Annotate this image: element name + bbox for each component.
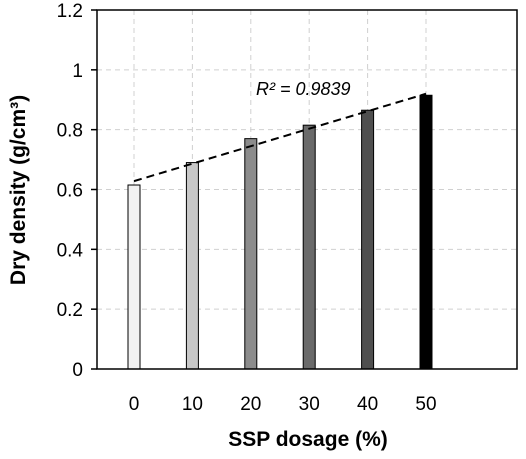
y-tick-label: 0.2 bbox=[57, 300, 83, 321]
y-tick-label: 0 bbox=[72, 360, 83, 381]
y-tick-label: 1.2 bbox=[57, 1, 83, 22]
y-axis-ticks: 0 0.2 0.4 0.6 0.8 1 1.2 bbox=[57, 1, 97, 381]
bar-20 bbox=[244, 138, 258, 370]
trendline bbox=[133, 92, 427, 183]
y-tick-label: 0.6 bbox=[57, 181, 83, 202]
x-tick-label: 30 bbox=[299, 394, 320, 415]
x-tick-label: 20 bbox=[240, 394, 261, 415]
x-tick-label: 10 bbox=[182, 394, 203, 415]
y-tick-label: 1 bbox=[72, 61, 83, 82]
x-tick-label: 0 bbox=[129, 394, 140, 415]
y-tick-label: 0.4 bbox=[57, 240, 84, 261]
x-tick-label: 40 bbox=[357, 394, 378, 415]
bar-10 bbox=[185, 162, 199, 370]
x-axis-ticks: 0 10 20 30 40 50 bbox=[129, 394, 437, 415]
r-squared-annotation: R² = 0.9839 bbox=[256, 79, 351, 99]
x-axis-title: SSP dosage (%) bbox=[228, 428, 388, 451]
x-tick-label: 50 bbox=[415, 394, 436, 415]
y-axis-title: Dry density (g/cm³) bbox=[7, 95, 30, 285]
y-tick-label: 0.8 bbox=[57, 121, 83, 142]
bar-0 bbox=[127, 184, 141, 370]
bar-30 bbox=[302, 124, 316, 370]
bars bbox=[127, 94, 433, 370]
bar-50 bbox=[419, 94, 433, 370]
bar-40 bbox=[361, 109, 375, 370]
